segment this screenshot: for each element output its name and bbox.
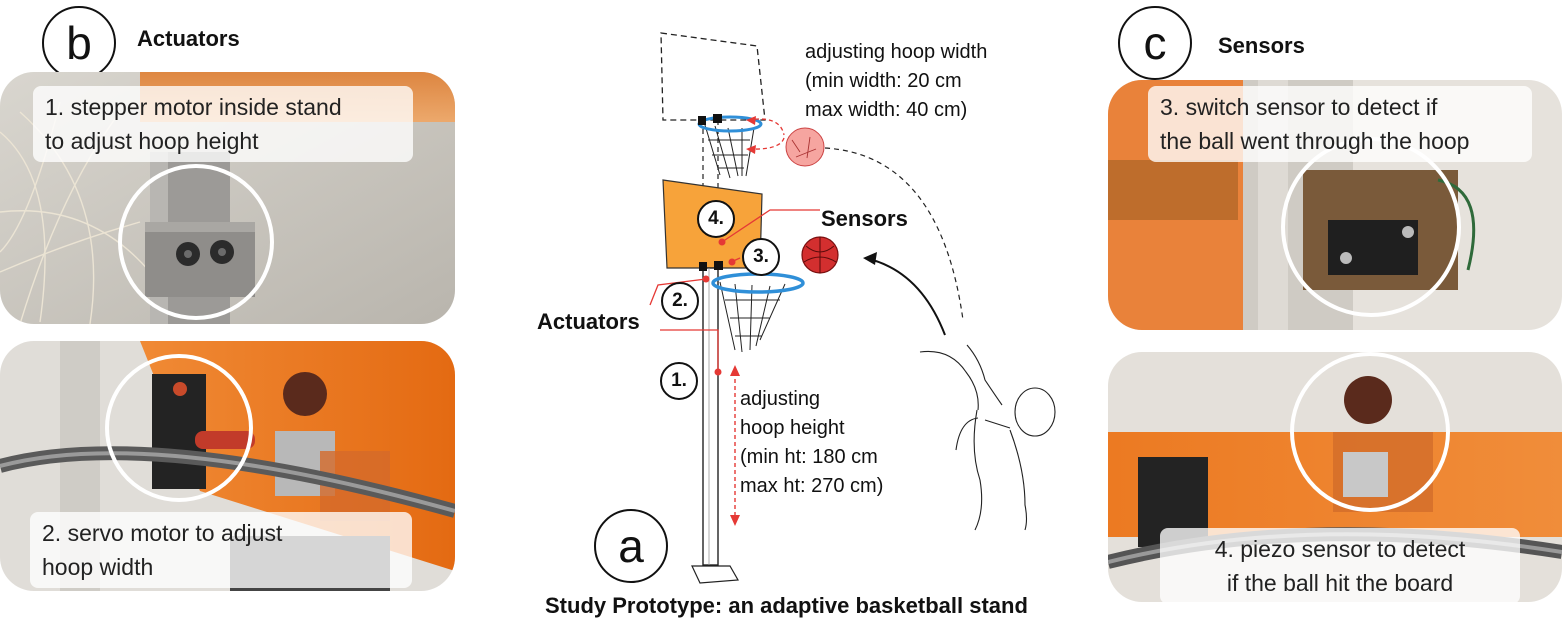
- figure-caption: Study Prototype: an adaptive basketball …: [545, 593, 1028, 618]
- panel-b-letter: b: [42, 6, 116, 80]
- throw-arrow: [864, 257, 946, 336]
- lower-hoop: [711, 272, 805, 294]
- pole: [702, 267, 719, 566]
- marker-1: 1.: [660, 362, 698, 400]
- marker-2: 2.: [661, 282, 699, 320]
- piezo-sensor-caption-line-1: 4. piezo sensor to detect: [1214, 536, 1466, 562]
- panel-c-letter-text: c: [1143, 17, 1167, 69]
- dashed-backboard-outline: [660, 32, 766, 121]
- hoop-width-line-1: adjusting hoop width: [805, 41, 988, 63]
- lower-net: [719, 281, 786, 353]
- panel-a-letter: a: [594, 509, 668, 583]
- switch-sensor-caption-line-2: the ball went through the hoop: [1160, 128, 1470, 154]
- ball-trajectory: [824, 147, 964, 321]
- panel-a-letter-text: a: [618, 520, 644, 572]
- stepper-motor-caption-line-2: to adjust hoop height: [45, 128, 259, 154]
- hoop-height-line-3: (min ht: 180 cm: [740, 446, 878, 468]
- switch-sensor-caption: 3. switch sensor to detect if the ball w…: [1148, 86, 1532, 162]
- hoop-width-line-2: (min width: 20 cm: [805, 70, 962, 92]
- servo-motor-caption-line-1: 2. servo motor to adjust: [42, 520, 283, 546]
- piezo-sensor-caption-line-2: if the ball hit the board: [1226, 570, 1454, 596]
- panel-c-letter: c: [1118, 6, 1192, 80]
- panel-c-title: Sensors: [1218, 33, 1305, 58]
- hoop-height-line-4: max ht: 270 cm): [740, 475, 884, 497]
- servo-motor-caption-line-2: hoop width: [42, 554, 154, 580]
- stepper-motor-caption: 1. stepper motor inside stand to adjust …: [33, 86, 413, 162]
- sensors-callout: Sensors: [821, 206, 908, 231]
- hoop-width-label: adjusting hoop width (min width: 20 cm m…: [805, 38, 987, 125]
- hoop-height-line-2: hoop height: [740, 417, 845, 439]
- ball-sketch-icon: [785, 127, 825, 167]
- panel-b-title: Actuators: [137, 26, 240, 51]
- marker-4-text: 4.: [708, 208, 724, 229]
- player-sketch: [919, 344, 1056, 531]
- marker-3-text: 3.: [753, 246, 769, 267]
- piezo-sensor-caption: 4. piezo sensor to detect if the ball hi…: [1160, 528, 1520, 604]
- stepper-motor-caption-line-1: 1. stepper motor inside stand: [45, 94, 342, 120]
- servo-motor-caption: 2. servo motor to adjust hoop width: [30, 512, 412, 588]
- hoop-height-label: adjusting hoop height (min ht: 180 cm ma…: [740, 385, 883, 501]
- marker-1-text: 1.: [671, 370, 687, 391]
- actuators-callout: Actuators: [537, 309, 640, 334]
- width-arrow-lower: [749, 137, 785, 150]
- switch-sensor-caption-line-1: 3. switch sensor to detect if: [1160, 94, 1438, 120]
- pole-base: [691, 565, 739, 584]
- marker-3: 3.: [742, 238, 780, 276]
- hoop-height-line-1: adjusting: [740, 388, 821, 410]
- marker-4: 4.: [697, 200, 735, 238]
- panel-b-letter-text: b: [66, 17, 92, 69]
- upper-net: [704, 124, 755, 179]
- hoop-width-line-3: max width: 40 cm): [805, 99, 968, 121]
- marker-2-text: 2.: [672, 290, 688, 311]
